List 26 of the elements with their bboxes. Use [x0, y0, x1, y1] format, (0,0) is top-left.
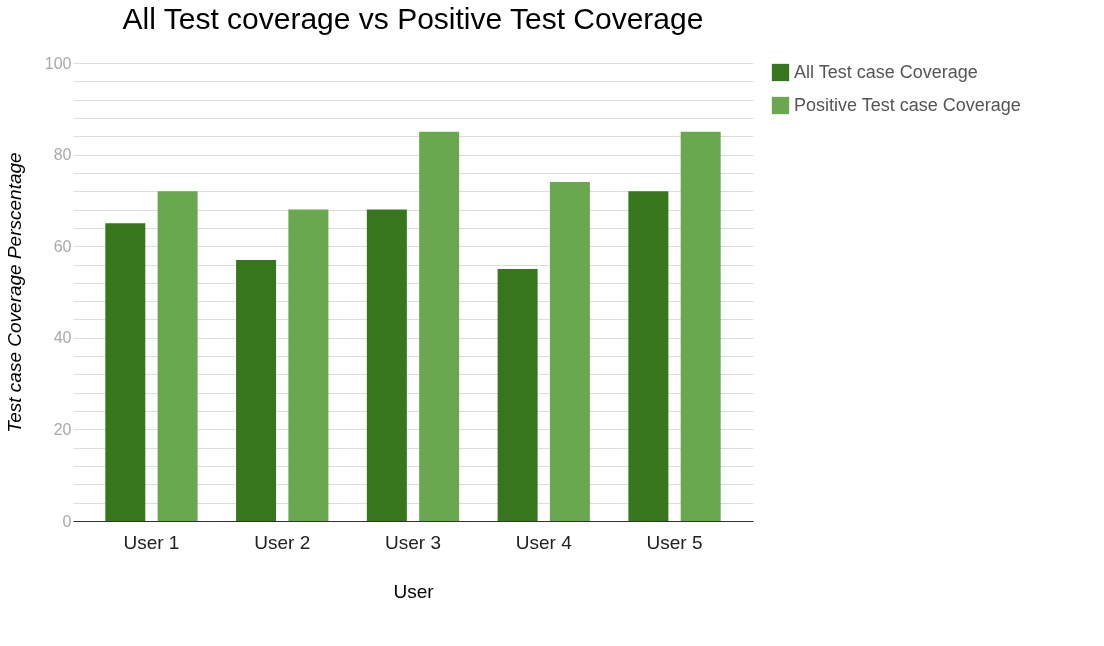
- legend-label: Positive Test case Coverage: [794, 94, 1021, 115]
- bar: [628, 191, 669, 521]
- bar: [157, 191, 198, 521]
- bar: [105, 223, 146, 521]
- y-axis-title: Test case Coverage Perscentage: [3, 152, 25, 433]
- x-tick-label: User 2: [254, 531, 311, 553]
- bar: [680, 131, 721, 521]
- y-tick-label: 0: [62, 512, 72, 530]
- x-axis-title: User: [393, 580, 435, 602]
- x-tick-label: User 4: [515, 531, 573, 553]
- chart-title: All Test coverage vs Positive Test Coverage: [122, 2, 704, 35]
- y-tick-label: 60: [53, 237, 72, 255]
- y-tick-label: 40: [53, 329, 72, 347]
- x-tick-label: User 1: [123, 531, 180, 553]
- legend-label: All Test case Coverage: [794, 61, 978, 82]
- bar: [366, 209, 407, 521]
- x-tick-label: User 5: [646, 531, 703, 553]
- y-tick-label: 20: [53, 420, 72, 438]
- bar: [288, 209, 329, 521]
- y-tick-label: 100: [44, 54, 72, 72]
- x-tick-label: User 3: [385, 531, 441, 553]
- bar: [236, 259, 277, 521]
- bar: [497, 269, 538, 521]
- bar: [549, 182, 590, 521]
- y-tick-label: 80: [53, 146, 72, 164]
- bar: [419, 131, 460, 521]
